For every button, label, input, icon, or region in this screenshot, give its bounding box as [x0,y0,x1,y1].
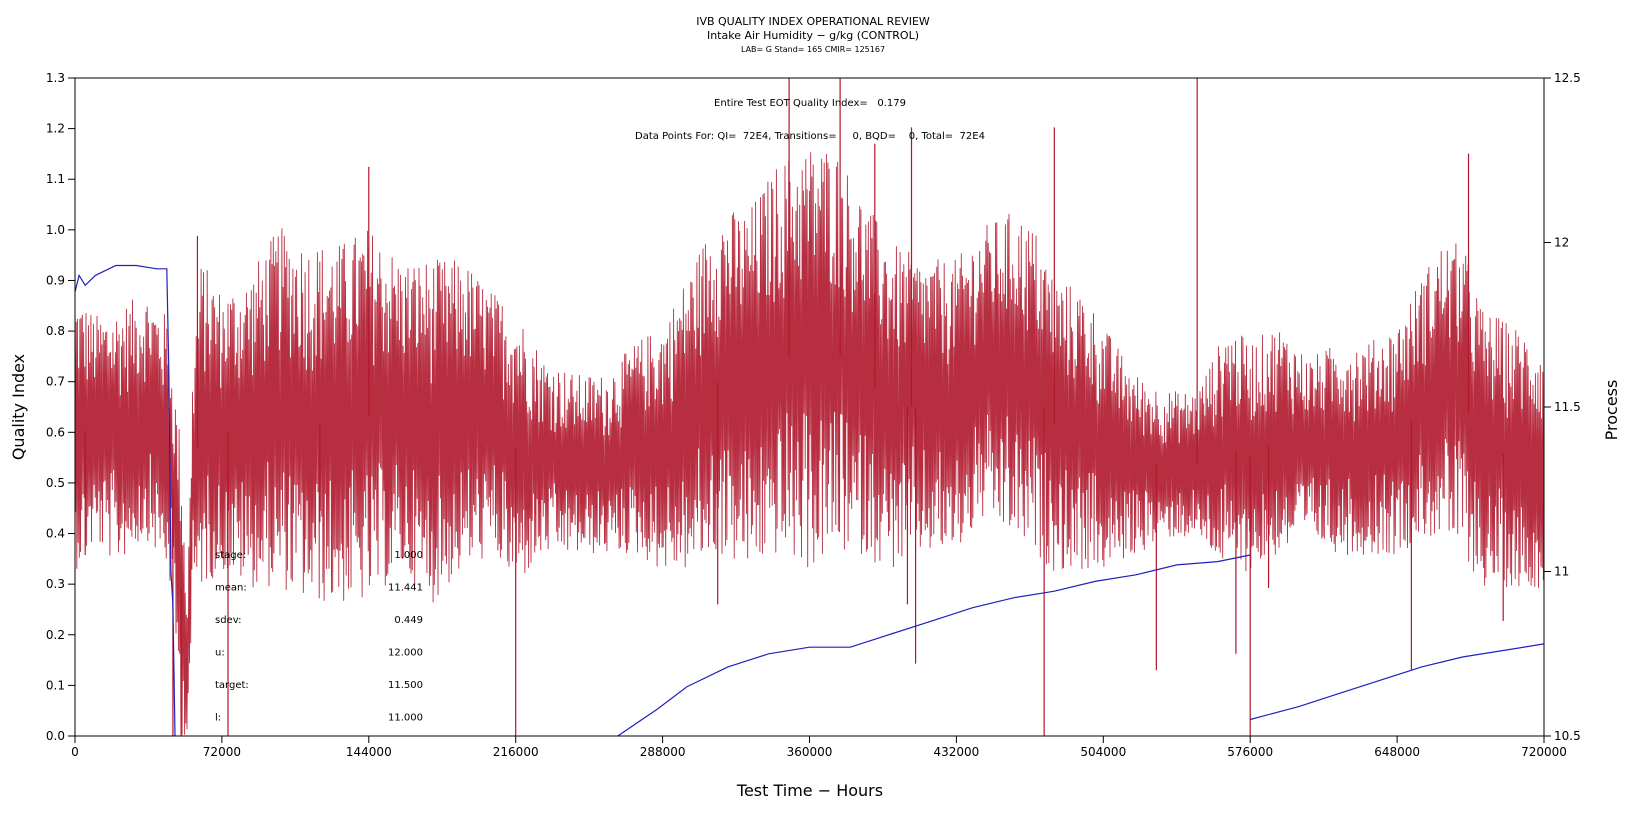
y-left-tick-label: 1.3 [46,71,65,85]
y-left-tick-label: 0.8 [46,324,65,338]
stat-label: l: [215,713,221,724]
y-left-tick-label: 0.3 [46,577,65,591]
y-left-tick-label: 0.1 [46,678,65,692]
x-axis: 0 72000 144000 216000 288000 360000 432000 5040… [71,736,1567,759]
x-tick-label: 720000 [1521,745,1567,759]
y-axis-right: 10.5 11 11.5 12 12.5 [1544,71,1581,743]
stat-value: 11.441 [388,583,423,594]
y-left-tick-label: 0.2 [46,628,65,642]
y-right-tick-label: 11 [1554,565,1569,579]
x-tick-label: 144000 [346,745,392,759]
stat-label: u: [215,648,225,659]
y-axis-left: 0.0 0.1 0.2 0.3 0.4 0.5 0.6 0.7 0.8 0.9 1.0 1.1 1.2 1… [46,71,75,743]
x-axis-label: Test Time − Hours [736,781,883,800]
y-axis-right-label: Process [1602,380,1621,441]
y-left-tick-label: 1.0 [46,223,65,237]
annotation-data-points: Data Points For: QI= 72E4, Transitions= … [635,131,985,142]
x-tick-label: 0 [71,745,79,759]
y-left-tick-label: 0.0 [46,729,65,743]
y-left-tick-label: 1.1 [46,172,65,186]
stat-value: 11.500 [388,680,423,691]
y-left-tick-label: 0.7 [46,375,65,389]
x-tick-label: 288000 [640,745,686,759]
y-left-tick-label: 0.9 [46,273,65,287]
y-left-tick-label: 0.5 [46,476,65,490]
x-tick-label: 504000 [1080,745,1126,759]
stat-value: 1.000 [394,550,423,561]
y-right-tick-label: 12 [1554,236,1569,250]
quality-index-line [1250,643,1545,721]
process-series-trace [74,152,1545,735]
annotation-eot-quality-index: Entire Test EOT Quality Index= 0.179 [714,98,906,109]
chart-subtitle: Intake Air Humidity − g/kg (CONTROL) [707,29,919,42]
stat-label: stage: [215,550,246,561]
chart-title: IVB QUALITY INDEX OPERATIONAL REVIEW [696,15,930,28]
y-left-tick-label: 0.4 [46,527,65,541]
y-right-tick-label: 12.5 [1554,71,1581,85]
stat-value: 0.449 [394,615,423,626]
x-tick-label: 360000 [787,745,833,759]
stat-label: sdev: [215,615,241,626]
x-tick-label: 648000 [1374,745,1420,759]
y-left-tick-label: 0.6 [46,425,65,439]
x-tick-label: 432000 [933,745,979,759]
x-tick-label: 576000 [1227,745,1273,759]
x-tick-label: 72000 [203,745,241,759]
stat-label: target: [215,680,249,691]
quality-index-line [74,264,176,737]
stat-label: mean: [215,583,247,594]
y-right-tick-label: 10.5 [1554,729,1581,743]
chart-subtitle-lab: LAB= G Stand= 165 CMIR= 125167 [741,45,885,54]
y-right-tick-label: 11.5 [1554,400,1581,414]
y-axis-left-label: Quality Index [9,354,28,460]
quality-index-line [617,554,1251,737]
stat-value: 11.000 [388,713,423,724]
series-layer [74,78,1545,737]
stat-value: 12.000 [388,648,423,659]
y-left-tick-label: 1.2 [46,122,65,136]
stats-block: stage: 1.000 mean: 11.441 sdev: 0.449 u: 12.000… [215,550,423,724]
x-tick-label: 216000 [493,745,539,759]
